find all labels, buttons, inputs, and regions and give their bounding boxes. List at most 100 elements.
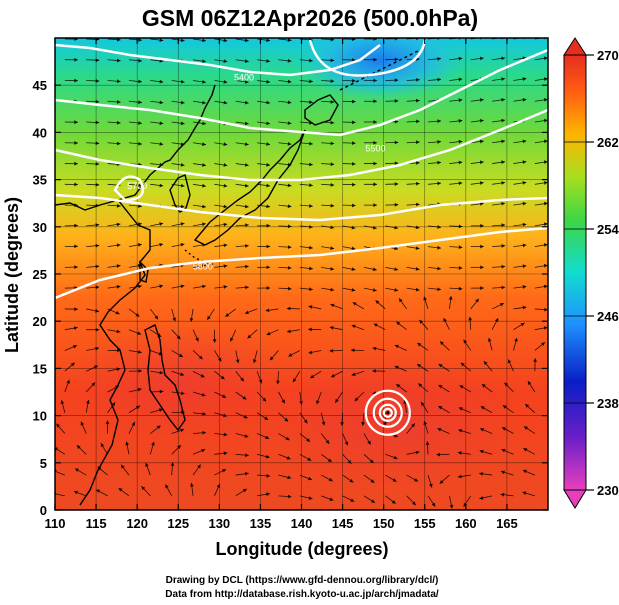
wind-arrow-head bbox=[350, 348, 355, 353]
wind-arrow-head bbox=[417, 364, 422, 368]
y-tick-label: 35 bbox=[33, 173, 47, 188]
wind-arrow-head bbox=[436, 452, 440, 457]
wind-arrow-head bbox=[316, 400, 320, 405]
taiwan bbox=[139, 260, 149, 283]
wind-arrow-head bbox=[138, 58, 142, 63]
wind-arrow-head bbox=[138, 369, 142, 373]
wind-arrow-head bbox=[479, 118, 484, 123]
wind-arrow-head bbox=[266, 183, 271, 188]
wind-arrow-head bbox=[437, 266, 441, 271]
wind-arrow-head bbox=[76, 445, 81, 450]
wind-arrow-head bbox=[544, 307, 548, 312]
wind-arrow-head bbox=[437, 245, 441, 250]
wind-arrow-head bbox=[463, 339, 468, 344]
wind-arrow-head bbox=[399, 298, 403, 303]
wind-arrow-head bbox=[543, 181, 548, 185]
wind-arrow-head bbox=[202, 183, 206, 188]
wind-arrow-head bbox=[170, 462, 175, 466]
wind-arrow-head bbox=[281, 399, 285, 404]
wind-arrow-head bbox=[423, 421, 428, 426]
x-tick-label: 150 bbox=[373, 516, 395, 531]
wind-arrow-head bbox=[480, 428, 485, 432]
wind-arrow-head bbox=[501, 470, 505, 475]
wind-arrow-head bbox=[165, 484, 169, 489]
wind-arrow-head bbox=[138, 350, 142, 354]
wind-arrow-head bbox=[501, 264, 506, 269]
wind-arrow-head bbox=[522, 469, 527, 474]
typhoon-eye bbox=[386, 411, 390, 415]
wind-arrow-head bbox=[202, 163, 206, 167]
wind-arrow-head bbox=[223, 79, 228, 84]
y-tick-label: 0 bbox=[40, 503, 47, 518]
wind-arrow-head bbox=[352, 302, 357, 306]
wind-arrow-head bbox=[429, 483, 433, 488]
wind-arrow-head bbox=[329, 497, 334, 501]
wind-arrow-head bbox=[522, 285, 527, 289]
credit-data: Data from http://database.rish.kyoto-u.a… bbox=[165, 589, 439, 600]
wind-arrow-head bbox=[116, 100, 121, 104]
wind-arrow-head bbox=[501, 448, 506, 453]
wind-arrow-head bbox=[151, 441, 155, 446]
wind-arrow-head bbox=[351, 324, 356, 329]
wind-arrow-head bbox=[479, 56, 484, 61]
wind-arrow-head bbox=[266, 331, 271, 336]
wind-arrow-head bbox=[91, 382, 96, 387]
wind-arrow-head bbox=[351, 267, 356, 272]
wind-arrow-head bbox=[244, 183, 249, 188]
wind-arrow-head bbox=[303, 419, 308, 424]
wind-arrow-head bbox=[458, 119, 463, 123]
wind-arrow-head bbox=[437, 77, 441, 82]
contour-label: 5700 bbox=[127, 181, 147, 191]
wind-arrow-head bbox=[308, 496, 313, 500]
wind-arrow-head bbox=[225, 313, 230, 317]
wind-arrow-head bbox=[418, 383, 423, 388]
wind-arrow-head bbox=[391, 500, 396, 504]
wind-arrow-head bbox=[479, 471, 483, 476]
wind-arrow-head bbox=[373, 182, 377, 187]
wind-arrow-head bbox=[487, 337, 492, 342]
wind-arrow-head bbox=[352, 141, 356, 146]
wind-arrow-head bbox=[309, 266, 313, 271]
wind-arrow-head bbox=[330, 246, 335, 250]
x-tick-label: 110 bbox=[45, 516, 66, 531]
wind-arrow-head bbox=[138, 204, 142, 208]
wind-arrow-head bbox=[375, 300, 380, 305]
wind-arrow-head bbox=[501, 139, 505, 144]
wind-arrow-head bbox=[121, 464, 125, 469]
wind-arrow-head bbox=[244, 142, 249, 147]
wind-arrow-head bbox=[180, 162, 185, 167]
wind-arrow-head bbox=[309, 204, 313, 208]
wind-arrow-head bbox=[116, 222, 121, 227]
wind-arrow-head bbox=[330, 203, 335, 208]
x-tick-label: 140 bbox=[291, 516, 313, 531]
wind-arrow-head bbox=[266, 100, 271, 105]
wind-arrow-head bbox=[307, 457, 312, 461]
wind-arrow-head bbox=[522, 160, 527, 165]
wind-arrow-head bbox=[180, 242, 185, 247]
wind-arrow-head bbox=[95, 79, 100, 83]
wind-arrow-head bbox=[74, 490, 78, 495]
x-axis-ticks: 110 115 120 125 130 135 140 145 150 155 160 165 bbox=[45, 38, 518, 531]
wind-arrow-head bbox=[266, 473, 271, 478]
wind-arrow-head bbox=[145, 462, 149, 467]
wind-arrow-head bbox=[415, 450, 420, 455]
wind-arrow-head bbox=[416, 77, 420, 82]
wind-arrow-head bbox=[352, 203, 356, 208]
typhoon-ring bbox=[372, 397, 403, 428]
wind-arrow-head bbox=[223, 243, 228, 248]
wind-arrow-head bbox=[95, 162, 100, 166]
wind-arrow-head bbox=[527, 381, 532, 386]
contour-low-center bbox=[308, 39, 427, 77]
wind-arrow-head bbox=[116, 264, 121, 268]
wind-arrow-head bbox=[543, 139, 548, 144]
wind-arrow-head bbox=[522, 181, 527, 185]
cold-core-region bbox=[295, 38, 465, 100]
wind-arrow-head bbox=[202, 222, 206, 227]
wind-arrow-head bbox=[223, 100, 228, 105]
wind-arrow-head bbox=[159, 79, 164, 84]
wind-arrow-head bbox=[244, 100, 249, 105]
y-tick-label: 25 bbox=[33, 267, 47, 282]
wind-arrow-head bbox=[522, 264, 527, 269]
wind-arrow-head bbox=[105, 420, 110, 425]
wind-arrow-head bbox=[392, 478, 397, 482]
